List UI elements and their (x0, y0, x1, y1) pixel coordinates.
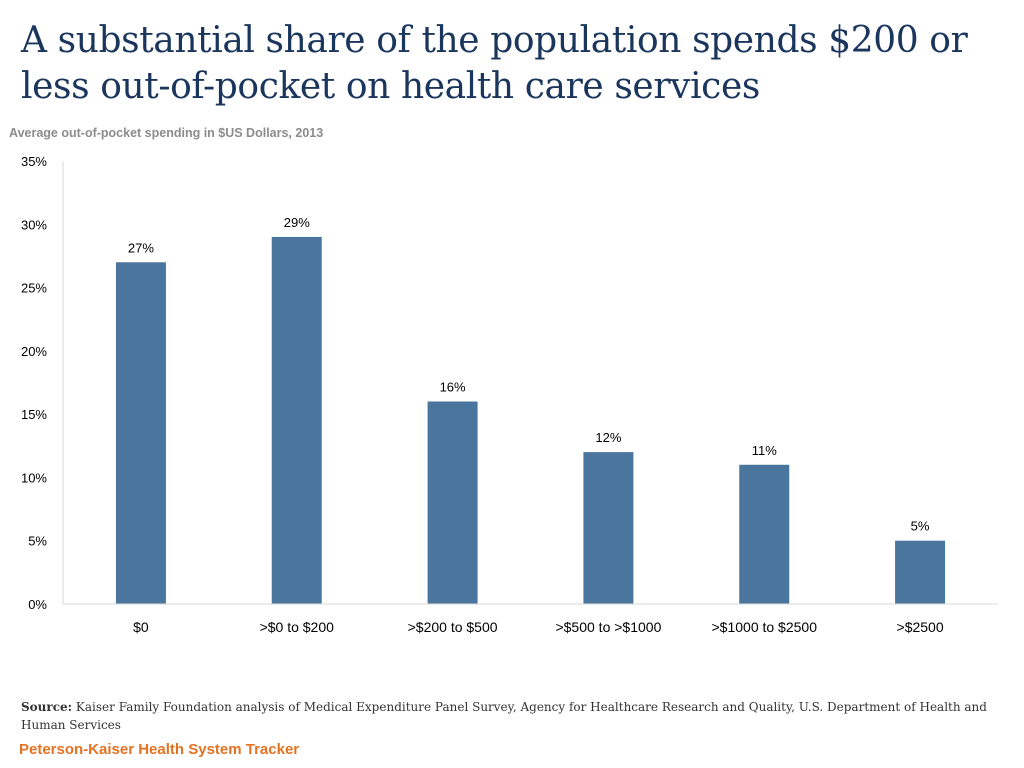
x-tick-label: >$200 to $500 (408, 619, 498, 635)
source-text: Kaiser Family Foundation analysis of Med… (21, 700, 987, 732)
bars (115, 236, 946, 604)
brand-footer: Peterson-Kaiser Health System Tracker (19, 741, 300, 758)
bar (583, 452, 634, 604)
value-labels: 27% 29% 16% 12% 11% 5% (128, 215, 930, 534)
value-label: 5% (911, 519, 930, 534)
y-tick-label: 30% (21, 217, 47, 232)
x-axis-labels: $0 >$0 to $200 >$200 to $500 >$500 to >$100… (133, 619, 944, 635)
chart-title: A substantial share of the population sp… (21, 20, 968, 107)
y-tick-label: 0% (28, 597, 47, 612)
bar (427, 401, 478, 604)
source-note: Source: Kaiser Family Foundation analysi… (21, 698, 1001, 734)
x-tick-label: >$0 to $200 (260, 619, 335, 635)
x-tick-label: >$500 to >$1000 (555, 619, 661, 635)
x-tick-label: >$1000 to $2500 (712, 619, 818, 635)
y-tick-label: 20% (21, 344, 47, 359)
bar (895, 540, 946, 604)
x-tick-label: $0 (133, 619, 149, 635)
value-label: 16% (440, 379, 466, 394)
value-label: 29% (284, 215, 310, 230)
y-tick-label: 15% (21, 407, 47, 422)
value-label: 11% (752, 443, 777, 458)
y-axis-ticks: 0% 5% 10% 15% 20% 25% 30% 35% (21, 154, 47, 612)
bar (739, 464, 790, 604)
bar (271, 236, 322, 604)
y-tick-label: 35% (21, 154, 47, 169)
value-label: 27% (128, 240, 154, 255)
y-tick-label: 5% (28, 534, 47, 549)
bar (115, 262, 166, 604)
chart-subtitle: Average out-of-pocket spending in $US Do… (9, 126, 324, 140)
value-label: 12% (595, 430, 621, 445)
x-tick-label: >$2500 (897, 619, 944, 635)
y-tick-label: 25% (21, 281, 47, 296)
source-label: Source: (21, 700, 73, 714)
y-tick-label: 10% (21, 470, 47, 485)
